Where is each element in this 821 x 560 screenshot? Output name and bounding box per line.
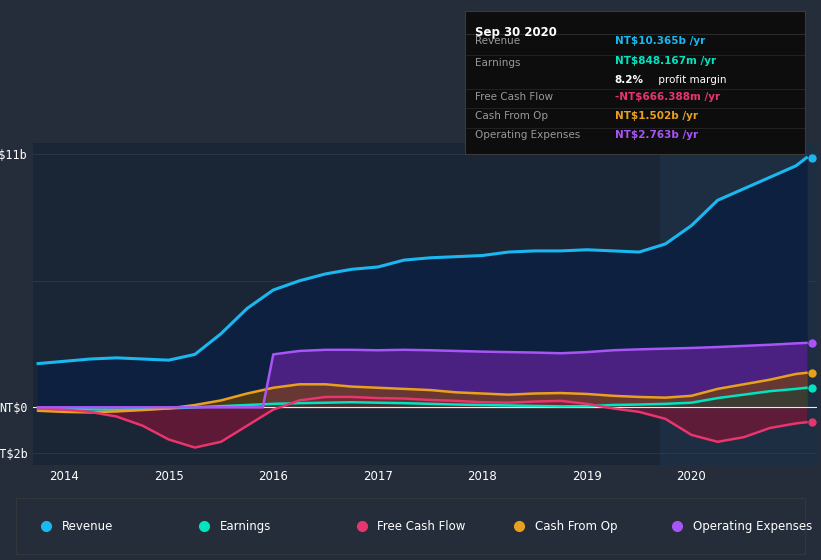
Text: NT$848.167m /yr: NT$848.167m /yr (615, 56, 716, 66)
Text: NT$1.502b /yr: NT$1.502b /yr (615, 111, 698, 121)
Text: NT$2.763b /yr: NT$2.763b /yr (615, 130, 698, 141)
Text: -NT$666.388m /yr: -NT$666.388m /yr (615, 92, 720, 102)
Text: Earnings: Earnings (220, 520, 271, 533)
Text: Revenue: Revenue (62, 520, 113, 533)
Text: Cash From Op: Cash From Op (535, 520, 617, 533)
Text: Cash From Op: Cash From Op (475, 111, 548, 121)
Text: Sep 30 2020: Sep 30 2020 (475, 26, 557, 39)
Text: Earnings: Earnings (475, 58, 521, 68)
Text: profit margin: profit margin (655, 74, 727, 85)
Text: Revenue: Revenue (475, 36, 520, 46)
Text: Free Cash Flow: Free Cash Flow (475, 92, 553, 102)
Text: NT$10.365b /yr: NT$10.365b /yr (615, 36, 705, 46)
Text: 8.2%: 8.2% (615, 74, 644, 85)
Text: Operating Expenses: Operating Expenses (693, 520, 812, 533)
Bar (660, 143, 817, 465)
Text: Free Cash Flow: Free Cash Flow (378, 520, 466, 533)
Text: Operating Expenses: Operating Expenses (475, 130, 580, 141)
